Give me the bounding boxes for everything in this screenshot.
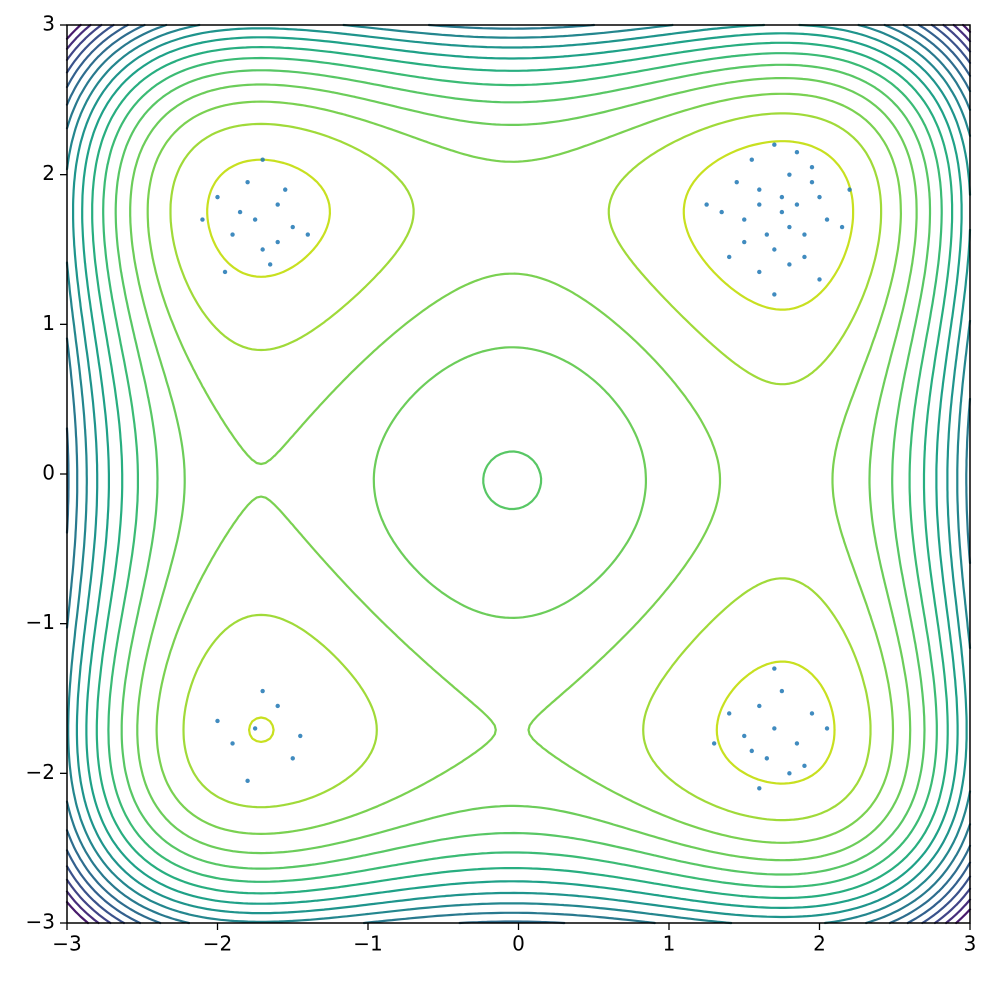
contour-line bbox=[65, 23, 972, 925]
scatter-point bbox=[839, 224, 845, 230]
contour-line bbox=[169, 112, 883, 822]
x-tick-label: −3 bbox=[52, 932, 81, 956]
scatter-point bbox=[290, 756, 295, 761]
contour-line bbox=[146, 92, 902, 844]
scatter-point bbox=[275, 239, 280, 245]
scatter-point bbox=[215, 194, 220, 200]
contour-line bbox=[65, 23, 972, 925]
scatter-point bbox=[787, 771, 792, 776]
scatter-point bbox=[260, 247, 265, 252]
contour-line bbox=[102, 52, 943, 889]
x-tick-label: −2 bbox=[203, 932, 232, 956]
scatter-point bbox=[237, 209, 243, 215]
y-tick-label: −2 bbox=[26, 760, 55, 784]
scatter-point bbox=[817, 277, 822, 282]
scatter-point bbox=[742, 239, 747, 245]
scatter-point bbox=[305, 232, 310, 237]
scatter-point bbox=[742, 733, 747, 739]
scatter-point bbox=[824, 217, 830, 222]
y-tick-label: −3 bbox=[26, 910, 55, 934]
scatter-point bbox=[772, 292, 777, 297]
scatter-point bbox=[260, 688, 265, 694]
scatter-point bbox=[764, 232, 770, 237]
scatter-point bbox=[847, 187, 852, 192]
scatter-point bbox=[252, 217, 258, 222]
y-tick-label: 1 bbox=[42, 311, 55, 335]
x-tick-label: 0 bbox=[512, 932, 525, 956]
contour-line bbox=[65, 23, 972, 925]
scatter-point bbox=[275, 703, 280, 709]
contour-line bbox=[65, 23, 972, 925]
scatter-point bbox=[779, 688, 785, 694]
scatter-point bbox=[704, 202, 709, 207]
scatter-point bbox=[772, 247, 777, 252]
scatter-point bbox=[230, 232, 235, 237]
scatter-point bbox=[252, 726, 258, 731]
scatter-point bbox=[757, 187, 762, 192]
scatter-point bbox=[260, 157, 265, 162]
scatter-point bbox=[787, 262, 792, 267]
scatter-point bbox=[727, 711, 732, 716]
contour-line bbox=[129, 77, 918, 862]
scatter-point bbox=[809, 711, 815, 716]
scatter-point bbox=[298, 733, 303, 739]
scatter-point bbox=[222, 269, 228, 275]
contour-line bbox=[206, 140, 855, 785]
contour-line bbox=[91, 41, 954, 900]
scatter-point bbox=[757, 703, 762, 709]
contour-line bbox=[114, 63, 932, 876]
scatter-point bbox=[824, 726, 830, 731]
scatter-point bbox=[802, 763, 807, 769]
scatter-point bbox=[772, 726, 777, 731]
scatter-point bbox=[787, 172, 792, 177]
scatter-point bbox=[757, 269, 762, 275]
scatter-point bbox=[794, 150, 800, 155]
scatter-point bbox=[245, 179, 250, 185]
scatter-point bbox=[290, 224, 295, 230]
scatter-point bbox=[215, 718, 220, 724]
scatter-point bbox=[230, 741, 235, 746]
scatter-point bbox=[200, 217, 205, 222]
scatter-point bbox=[764, 756, 770, 761]
scatter-point bbox=[779, 194, 785, 200]
x-tick-label: 1 bbox=[663, 932, 676, 956]
contour-line bbox=[65, 23, 972, 925]
x-tick-label: −1 bbox=[353, 932, 382, 956]
x-tick-label: 2 bbox=[813, 932, 826, 956]
scatter-point bbox=[794, 202, 800, 207]
contour-line bbox=[65, 23, 972, 925]
scatter-point bbox=[727, 254, 732, 260]
scatter-point bbox=[809, 164, 815, 170]
scatter-point bbox=[757, 786, 762, 791]
scatter-point bbox=[772, 666, 777, 671]
y-tick-label: 2 bbox=[42, 161, 55, 185]
scatter-point bbox=[757, 202, 762, 207]
scatter-point bbox=[245, 778, 250, 784]
y-tick-label: 3 bbox=[42, 12, 55, 36]
y-tick-label: −1 bbox=[26, 610, 55, 634]
scatter-point bbox=[742, 217, 747, 222]
scatter-point bbox=[817, 194, 822, 200]
x-tick-label: 3 bbox=[964, 932, 977, 956]
contour-line bbox=[81, 32, 963, 909]
scatter-point bbox=[802, 254, 807, 260]
scatter-point bbox=[267, 262, 273, 267]
scatter-point bbox=[787, 224, 792, 230]
scatter-point bbox=[794, 741, 800, 746]
scatter-point bbox=[809, 179, 815, 185]
scatter-point bbox=[275, 202, 280, 207]
scatter-point bbox=[749, 157, 754, 162]
y-tick-label: 0 bbox=[42, 461, 55, 485]
scatter-point bbox=[779, 209, 785, 215]
scatter-point bbox=[749, 748, 754, 754]
scatter-point bbox=[711, 741, 717, 746]
scatter-point bbox=[719, 209, 724, 215]
scatter-point bbox=[802, 232, 807, 237]
scatter-point bbox=[734, 179, 739, 185]
scatter-point bbox=[772, 142, 777, 147]
contour-line bbox=[72, 23, 972, 919]
scatter-point bbox=[283, 187, 288, 192]
